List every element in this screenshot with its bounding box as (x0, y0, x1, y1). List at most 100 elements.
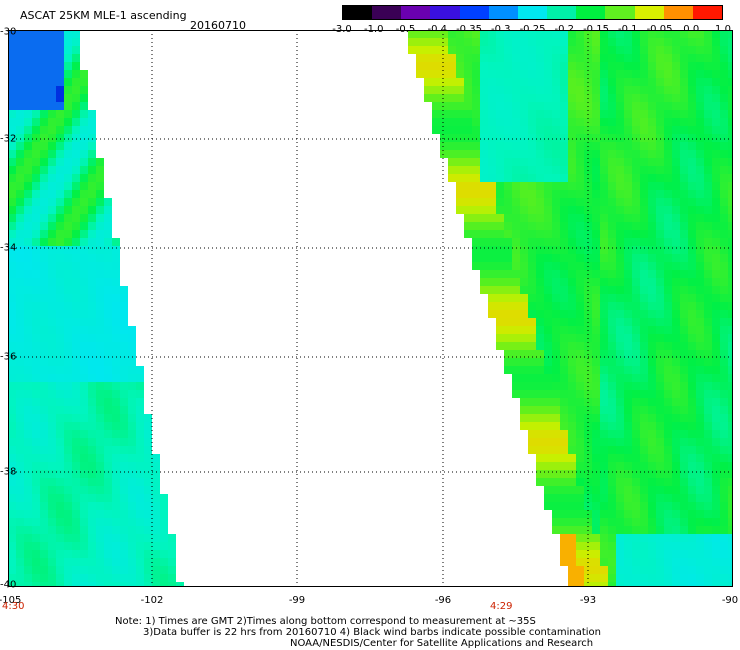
swath-cell (600, 222, 608, 230)
swath-cell (496, 30, 504, 38)
swath-cell (120, 470, 128, 478)
swath-cell (616, 182, 624, 190)
swath-cell (720, 206, 728, 214)
swath-cell (552, 86, 560, 94)
swath-cell (680, 78, 688, 86)
swath-cell (632, 558, 640, 566)
swath-cell (544, 462, 552, 470)
swath-cell (32, 390, 40, 398)
swath-cell (568, 262, 576, 270)
swath-cell (424, 30, 432, 38)
swath-cell (600, 494, 608, 502)
swath-cell (608, 334, 616, 342)
swath-cell (504, 262, 512, 270)
swath-cell (80, 494, 88, 502)
swath-cell (40, 558, 48, 566)
swath-cell (648, 470, 656, 478)
swath-cell (544, 94, 552, 102)
swath-cell (632, 574, 640, 582)
swath-cell (688, 390, 696, 398)
swath-cell (48, 382, 56, 390)
swath-cell (712, 94, 720, 102)
swath-cell (56, 582, 64, 587)
swath-cell (576, 414, 584, 422)
swath-cell (512, 150, 520, 158)
swath-cell (24, 230, 32, 238)
swath-cell (496, 70, 504, 78)
swath-cell (672, 222, 680, 230)
swath-cell (496, 206, 504, 214)
swath-cell (496, 86, 504, 94)
swath-cell (480, 94, 488, 102)
swath-cell (48, 574, 56, 582)
swath-cell (16, 438, 24, 446)
swath-cell (8, 38, 16, 46)
swath-cell (112, 430, 120, 438)
swath-cell (8, 166, 16, 174)
swath-cell (656, 510, 664, 518)
swath-cell (720, 78, 728, 86)
swath-cell (640, 518, 648, 526)
swath-cell (448, 78, 456, 86)
swath-cell (528, 110, 536, 118)
swath-cell (608, 278, 616, 286)
swath-cell (552, 190, 560, 198)
swath-cell (664, 190, 672, 198)
swath-cell (88, 486, 96, 494)
swath-cell (480, 286, 488, 294)
swath-cell (104, 206, 112, 214)
swath-cell (512, 286, 520, 294)
swath-cell (448, 118, 456, 126)
swath-cell (472, 126, 480, 134)
swath-cell (592, 30, 600, 38)
swath-cell (72, 38, 80, 46)
swath-cell (632, 358, 640, 366)
swath-cell (600, 398, 608, 406)
swath-cell (448, 38, 456, 46)
swath-cell (640, 182, 648, 190)
swath-cell (32, 182, 40, 190)
swath-cell (712, 534, 720, 542)
swath-cell (560, 134, 568, 142)
swath-cell (488, 238, 496, 246)
swath-cell (696, 382, 704, 390)
swath-cell (536, 214, 544, 222)
swath-cell (448, 110, 456, 118)
swath-cell (704, 142, 712, 150)
swath-cell (648, 150, 656, 158)
swath-cell (728, 542, 733, 550)
swath-cell (560, 350, 568, 358)
swath-cell (640, 542, 648, 550)
swath-cell (128, 550, 136, 558)
swath-cell (672, 430, 680, 438)
swath-cell (576, 526, 584, 534)
swath-cell (528, 246, 536, 254)
swath-cell (712, 86, 720, 94)
swath-cell (144, 414, 152, 422)
swath-cell (56, 302, 64, 310)
swath-cell (72, 430, 80, 438)
swath-cell (64, 454, 72, 462)
swath-cell (656, 382, 664, 390)
swath-cell (680, 566, 688, 574)
swath-cell (152, 510, 160, 518)
swath-cell (72, 326, 80, 334)
swath-cell (672, 198, 680, 206)
swath-cell (680, 238, 688, 246)
swath-cell (600, 526, 608, 534)
swath-cell (40, 566, 48, 574)
swath-cell (96, 582, 104, 587)
swath-cell (536, 78, 544, 86)
swath-cell (16, 270, 24, 278)
swath-cell (552, 270, 560, 278)
swath-cell (704, 46, 712, 54)
swath-cell (40, 342, 48, 350)
swath-cell (56, 222, 64, 230)
swath-cell (488, 270, 496, 278)
swath-cell (608, 310, 616, 318)
swath-cell (672, 566, 680, 574)
swath-cell (688, 182, 696, 190)
swath-cell (568, 70, 576, 78)
swath-cell (8, 30, 16, 38)
swath-cell (536, 302, 544, 310)
